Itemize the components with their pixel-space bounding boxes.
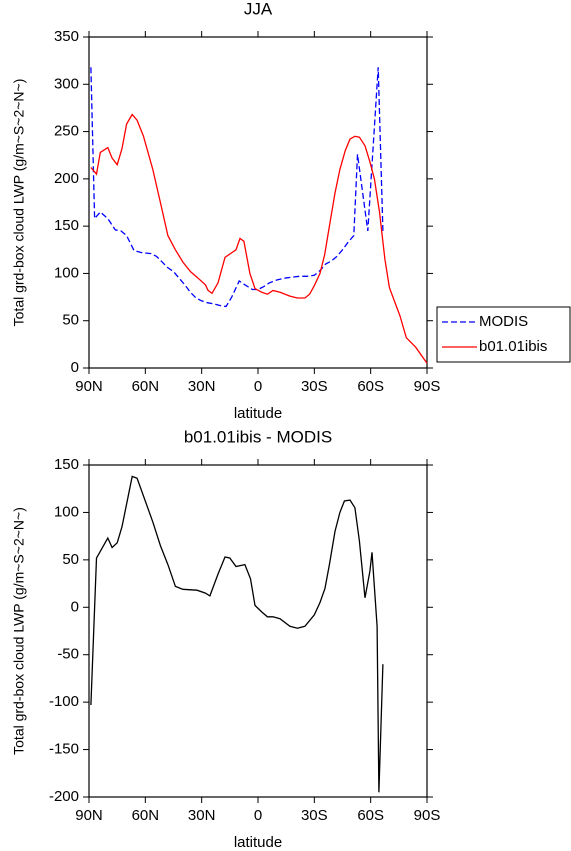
x-tick-label: 30S [301,807,328,824]
x-tick-label: 60N [132,378,160,395]
x-tick-label: 30N [188,807,216,824]
y-tick-label: 300 [54,75,79,92]
y-tick-label: 200 [54,170,79,187]
legend-label: MODIS [479,313,528,330]
x-tick-label: 90N [75,807,103,824]
legend-label: b01.01ibis [479,338,547,355]
y-tick-label: 150 [54,217,79,234]
y-axis-label: Total grd-box cloud LWP (g/m~S~2~N~) [11,507,27,755]
data-line [90,475,384,793]
x-tick-label: 90N [75,378,103,395]
y-tick-label: 50 [62,551,79,568]
x-tick-label: 90S [414,378,441,395]
x-tick-label: 60S [357,378,384,395]
plot-frame [88,464,428,798]
x-axis-label: latitude [234,834,282,851]
y-tick-label: 250 [54,123,79,140]
x-tick-label: 30N [188,378,216,395]
x-tick-label: 30S [301,378,328,395]
y-tick-label: 50 [62,312,79,329]
y-tick-label: 100 [54,503,79,520]
y-tick-label: 0 [71,359,79,376]
x-tick-label: 0 [254,807,262,824]
y-tick-label: 350 [54,28,79,45]
y-tick-label: -200 [49,788,79,805]
y-tick-label: 100 [54,264,79,281]
plot-frame [88,36,428,369]
y-tick-label: -150 [49,741,79,758]
x-axis-label: latitude [234,405,282,422]
chart-title: JJA [244,0,273,18]
data-line [90,67,384,308]
x-tick-label: 60N [132,807,160,824]
legend-box [436,306,571,363]
y-tick-label: -100 [49,693,79,710]
y-axis-label: Total grd-box cloud LWP (g/m~S~2~N~) [11,79,27,327]
chart-title: b01.01ibis - MODIS [184,427,332,446]
y-tick-label: 150 [54,456,79,473]
y-tick-label: -50 [57,646,79,663]
x-tick-label: 60S [357,807,384,824]
y-tick-label: 0 [71,598,79,615]
data-line [90,113,428,364]
x-tick-label: 90S [414,807,441,824]
x-tick-label: 0 [254,378,262,395]
